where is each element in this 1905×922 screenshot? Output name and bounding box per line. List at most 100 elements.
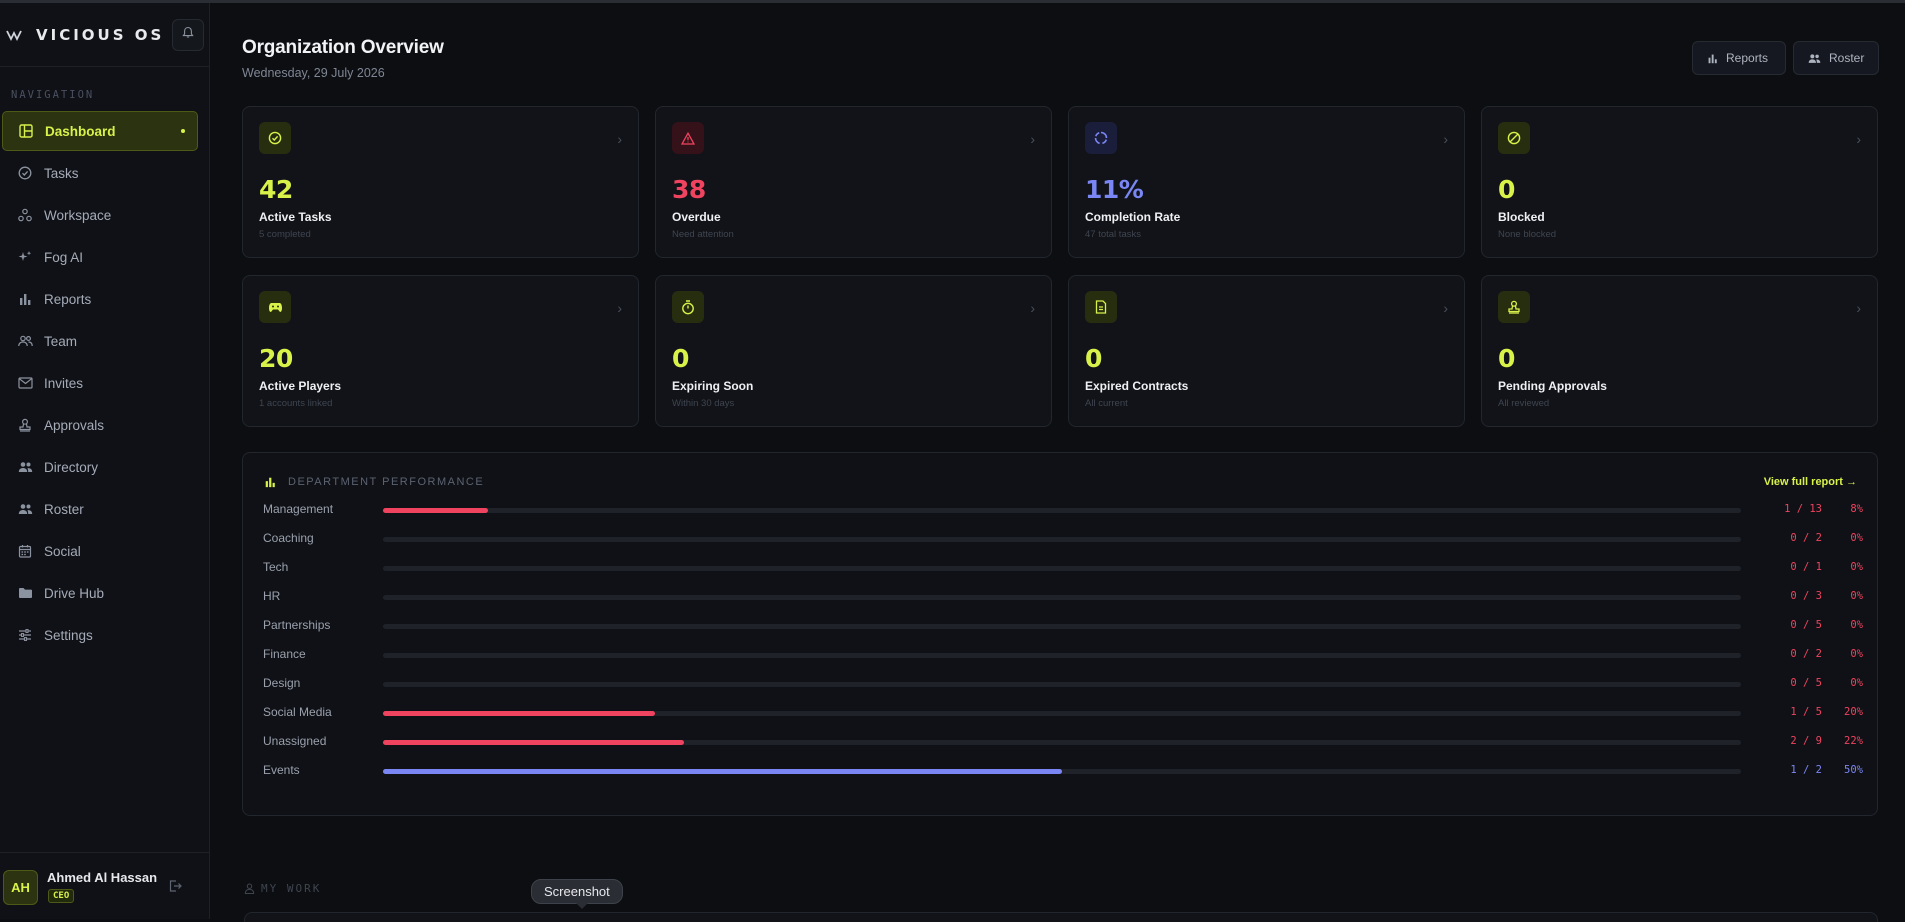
progress-track xyxy=(383,566,1741,571)
calendar-icon xyxy=(16,542,34,560)
progress-ring-icon xyxy=(1085,122,1117,154)
check-circle-icon xyxy=(259,122,291,154)
progress-track xyxy=(383,537,1741,542)
card-value: 42 xyxy=(259,175,293,204)
notifications-button[interactable] xyxy=(172,19,204,51)
progress-fill xyxy=(383,740,685,745)
progress-fill xyxy=(383,508,488,513)
sidebar-item-workspace[interactable]: Workspace xyxy=(2,195,198,235)
card-value: 38 xyxy=(672,175,706,204)
department-count: 0 / 5 xyxy=(1790,619,1822,631)
sidebar-item-label: Directory xyxy=(44,459,99,475)
sidebar-item-fog-ai[interactable]: Fog AI xyxy=(2,237,198,277)
bar-chart-icon xyxy=(264,475,276,493)
bar-chart-icon xyxy=(1707,53,1718,64)
gamepad-icon xyxy=(259,291,291,323)
sidebar-item-label: Fog AI xyxy=(44,249,84,265)
progress-track xyxy=(383,624,1741,629)
card-label: Expiring Soon xyxy=(672,379,754,393)
sidebar-item-social[interactable]: Social xyxy=(2,531,198,571)
roster-button-label: Roster xyxy=(1829,51,1865,65)
sidebar-item-invites[interactable]: Invites xyxy=(2,363,198,403)
department-name: Social Media xyxy=(263,705,332,719)
sidebar-item-team[interactable]: Team xyxy=(2,321,198,361)
roster-icon xyxy=(16,500,34,518)
bell-icon xyxy=(182,26,194,44)
document-icon xyxy=(1085,291,1117,323)
logo-icon xyxy=(4,25,24,45)
sidebar-item-tasks[interactable]: Tasks xyxy=(2,153,198,193)
sidebar-item-label: Invites xyxy=(44,375,84,391)
sidebar: VICIOUS OS NAVIGATION Dashboard Tasks Wo… xyxy=(0,3,210,919)
department-count: 0 / 3 xyxy=(1790,590,1822,602)
progress-track xyxy=(383,508,1741,513)
sidebar-item-reports[interactable]: Reports xyxy=(2,279,198,319)
card-value: 11% xyxy=(1085,175,1144,204)
progress-track xyxy=(383,682,1741,687)
folder-icon xyxy=(16,584,34,602)
stat-card-completion-rate[interactable]: › 11% Completion Rate 47 total tasks xyxy=(1068,106,1465,258)
department-name: Coaching xyxy=(263,531,314,545)
department-count: 0 / 5 xyxy=(1790,677,1822,689)
department-row: Design 0 / 5 0% xyxy=(263,674,1863,694)
department-count: 2 / 9 xyxy=(1790,735,1822,747)
stat-card-expiring-soon[interactable]: › 0 Expiring Soon Within 30 days xyxy=(655,275,1052,427)
sidebar-item-drive-hub[interactable]: Drive Hub xyxy=(2,573,198,613)
progress-track xyxy=(383,653,1741,658)
chevron-right-icon: › xyxy=(617,131,622,147)
stat-card-active-players[interactable]: › 20 Active Players 1 accounts linked xyxy=(242,275,639,427)
panel-title: DEPARTMENT PERFORMANCE xyxy=(288,476,485,488)
sidebar-item-directory[interactable]: Directory xyxy=(2,447,198,487)
card-subtext: All reviewed xyxy=(1498,398,1550,409)
progress-track xyxy=(383,595,1741,600)
department-name: Partnerships xyxy=(263,618,331,632)
stat-card-expired-contracts[interactable]: › 0 Expired Contracts All current xyxy=(1068,275,1465,427)
reports-button[interactable]: Reports xyxy=(1692,41,1786,75)
card-value: 20 xyxy=(259,344,293,373)
department-count: 0 / 1 xyxy=(1790,561,1822,573)
chevron-right-icon: › xyxy=(1030,131,1035,147)
card-value: 0 xyxy=(1498,175,1515,204)
sidebar-item-label: Approvals xyxy=(44,417,105,433)
brand[interactable]: VICIOUS OS xyxy=(0,3,209,67)
sidebar-item-label: Roster xyxy=(44,501,84,517)
department-percent: 0% xyxy=(1850,561,1863,573)
sidebar-item-roster[interactable]: Roster xyxy=(2,489,198,529)
department-performance-panel: DEPARTMENT PERFORMANCE View full report … xyxy=(242,452,1878,816)
stat-card-overdue[interactable]: › 38 Overdue Need attention xyxy=(655,106,1052,258)
sidebar-item-settings[interactable]: Settings xyxy=(2,615,198,655)
tooltip: Screenshot xyxy=(531,879,623,909)
card-value: 0 xyxy=(672,344,689,373)
stamp-icon xyxy=(1498,291,1530,323)
card-subtext: 47 total tasks xyxy=(1085,229,1141,240)
sidebar-item-label: Drive Hub xyxy=(44,585,105,601)
sidebar-item-approvals[interactable]: Approvals xyxy=(2,405,198,445)
department-percent: 50% xyxy=(1844,764,1863,776)
department-name: Design xyxy=(263,676,301,690)
sidebar-item-label: Social xyxy=(44,543,81,559)
department-row: Partnerships 0 / 5 0% xyxy=(263,616,1863,636)
logout-icon[interactable] xyxy=(168,879,182,898)
department-name: Events xyxy=(263,763,300,777)
user-name: Ahmed Al Hassan xyxy=(47,870,158,885)
team-icon xyxy=(16,332,34,350)
sidebar-item-label: Tasks xyxy=(44,165,79,181)
chevron-right-icon: › xyxy=(1443,300,1448,316)
department-name: Management xyxy=(263,502,334,516)
department-row: Events 1 / 2 50% xyxy=(263,761,1863,781)
nav-heading: NAVIGATION xyxy=(11,89,95,101)
department-percent: 0% xyxy=(1850,532,1863,544)
stat-card-blocked[interactable]: › 0 Blocked None blocked xyxy=(1481,106,1878,258)
sidebar-item-dashboard[interactable]: Dashboard xyxy=(2,111,198,151)
sidebar-nav: Dashboard Tasks Workspace Fog AI Reports… xyxy=(0,111,210,657)
department-row: Coaching 0 / 2 0% xyxy=(263,529,1863,549)
card-label: Expired Contracts xyxy=(1085,379,1189,393)
avatar[interactable]: AH xyxy=(3,870,38,905)
my-work-title: MY WORK xyxy=(261,882,322,895)
stat-card-active-tasks[interactable]: › 42 Active Tasks 5 completed xyxy=(242,106,639,258)
roster-button[interactable]: Roster xyxy=(1793,41,1879,75)
stat-card-pending-approvals[interactable]: › 0 Pending Approvals All reviewed xyxy=(1481,275,1878,427)
card-label: Active Players xyxy=(259,379,342,393)
department-row: Unassigned 2 / 9 22% xyxy=(263,732,1863,752)
view-full-report-link[interactable]: View full report → xyxy=(1763,476,1857,488)
